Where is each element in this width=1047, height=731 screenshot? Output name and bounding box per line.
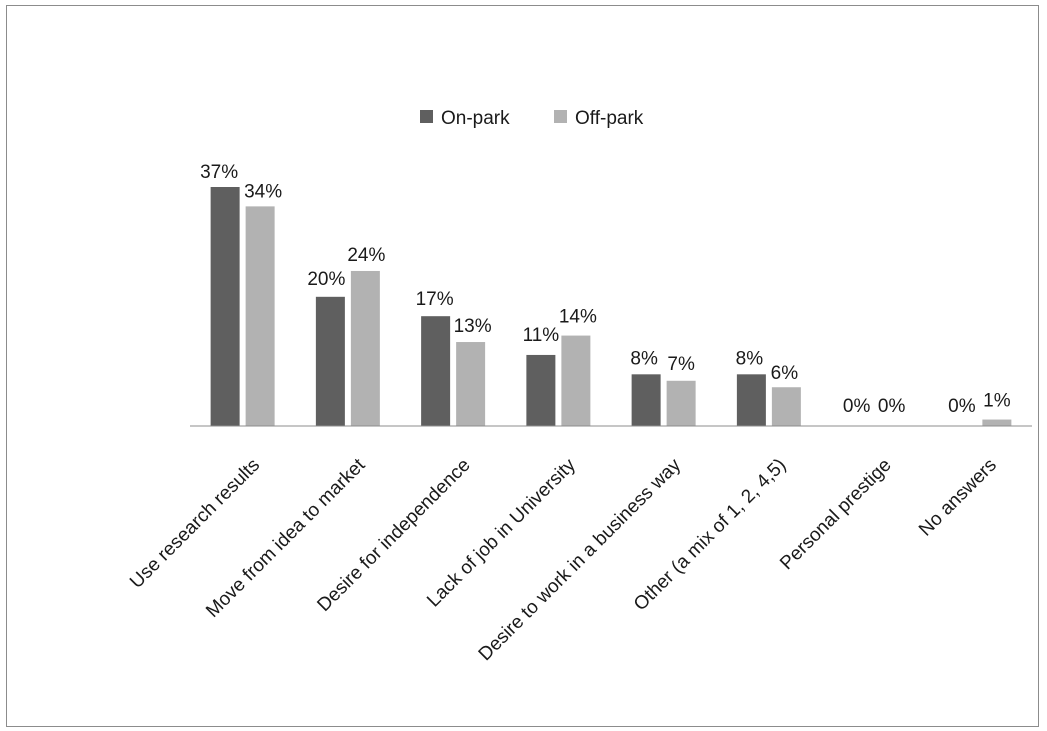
- category-label-7: No answers: [915, 455, 1001, 541]
- bar-on-park-2: [421, 316, 451, 426]
- bars: [210, 187, 1012, 426]
- bar-off-park-1: [350, 270, 380, 426]
- data-label-on-park-1: 20%: [307, 269, 345, 290]
- data-label-off-park-2: 13%: [454, 316, 492, 337]
- legend: On-park Off-park: [420, 108, 644, 129]
- data-labels: 37% 34% 20%24% 17%13% 11%14% 8% 7% 8% 6% 0% 0% 0% 1%: [200, 162, 1011, 417]
- chart-frame: [6, 5, 1039, 727]
- bar-on-park-5: [736, 374, 766, 426]
- bar-on-park-1: [315, 296, 345, 426]
- data-label-off-park-3: 14%: [559, 307, 597, 328]
- bar-off-park-7: [982, 419, 1012, 426]
- bar-off-park-5: [771, 387, 801, 426]
- legend-label-on-park: On-park: [441, 108, 510, 129]
- category-label-6: Personal prestige: [776, 455, 895, 574]
- bar-on-park-4: [631, 374, 661, 426]
- legend-label-off-park: Off-park: [575, 108, 644, 129]
- category-label-4: Desire to work in a business way: [475, 454, 686, 665]
- data-label-on-park-7: 0%: [948, 396, 976, 417]
- data-label-on-park-5: 8%: [736, 348, 764, 369]
- legend-swatch-on-park: [420, 110, 433, 123]
- data-label-off-park-0: 34%: [244, 181, 282, 202]
- bar-off-park-4: [666, 380, 696, 426]
- bar-off-park-2: [456, 342, 486, 426]
- data-label-off-park-5: 6%: [771, 363, 799, 384]
- data-label-off-park-7: 1%: [983, 391, 1011, 412]
- data-label-on-park-6: 0%: [843, 396, 871, 417]
- data-label-on-park-2: 17%: [416, 289, 454, 310]
- data-label-off-park-4: 7%: [667, 354, 695, 375]
- bar-on-park-3: [526, 354, 556, 426]
- data-label-on-park-0: 37%: [200, 162, 238, 183]
- data-label-on-park-3: 11%: [523, 325, 560, 346]
- bar-on-park-0: [210, 187, 240, 426]
- data-label-off-park-6: 0%: [878, 396, 906, 417]
- data-label-on-park-4: 8%: [630, 348, 658, 369]
- data-label-off-park-1: 24%: [347, 245, 385, 266]
- legend-swatch-off-park: [554, 110, 567, 123]
- bar-off-park-3: [561, 335, 591, 426]
- bar-off-park-0: [245, 206, 275, 426]
